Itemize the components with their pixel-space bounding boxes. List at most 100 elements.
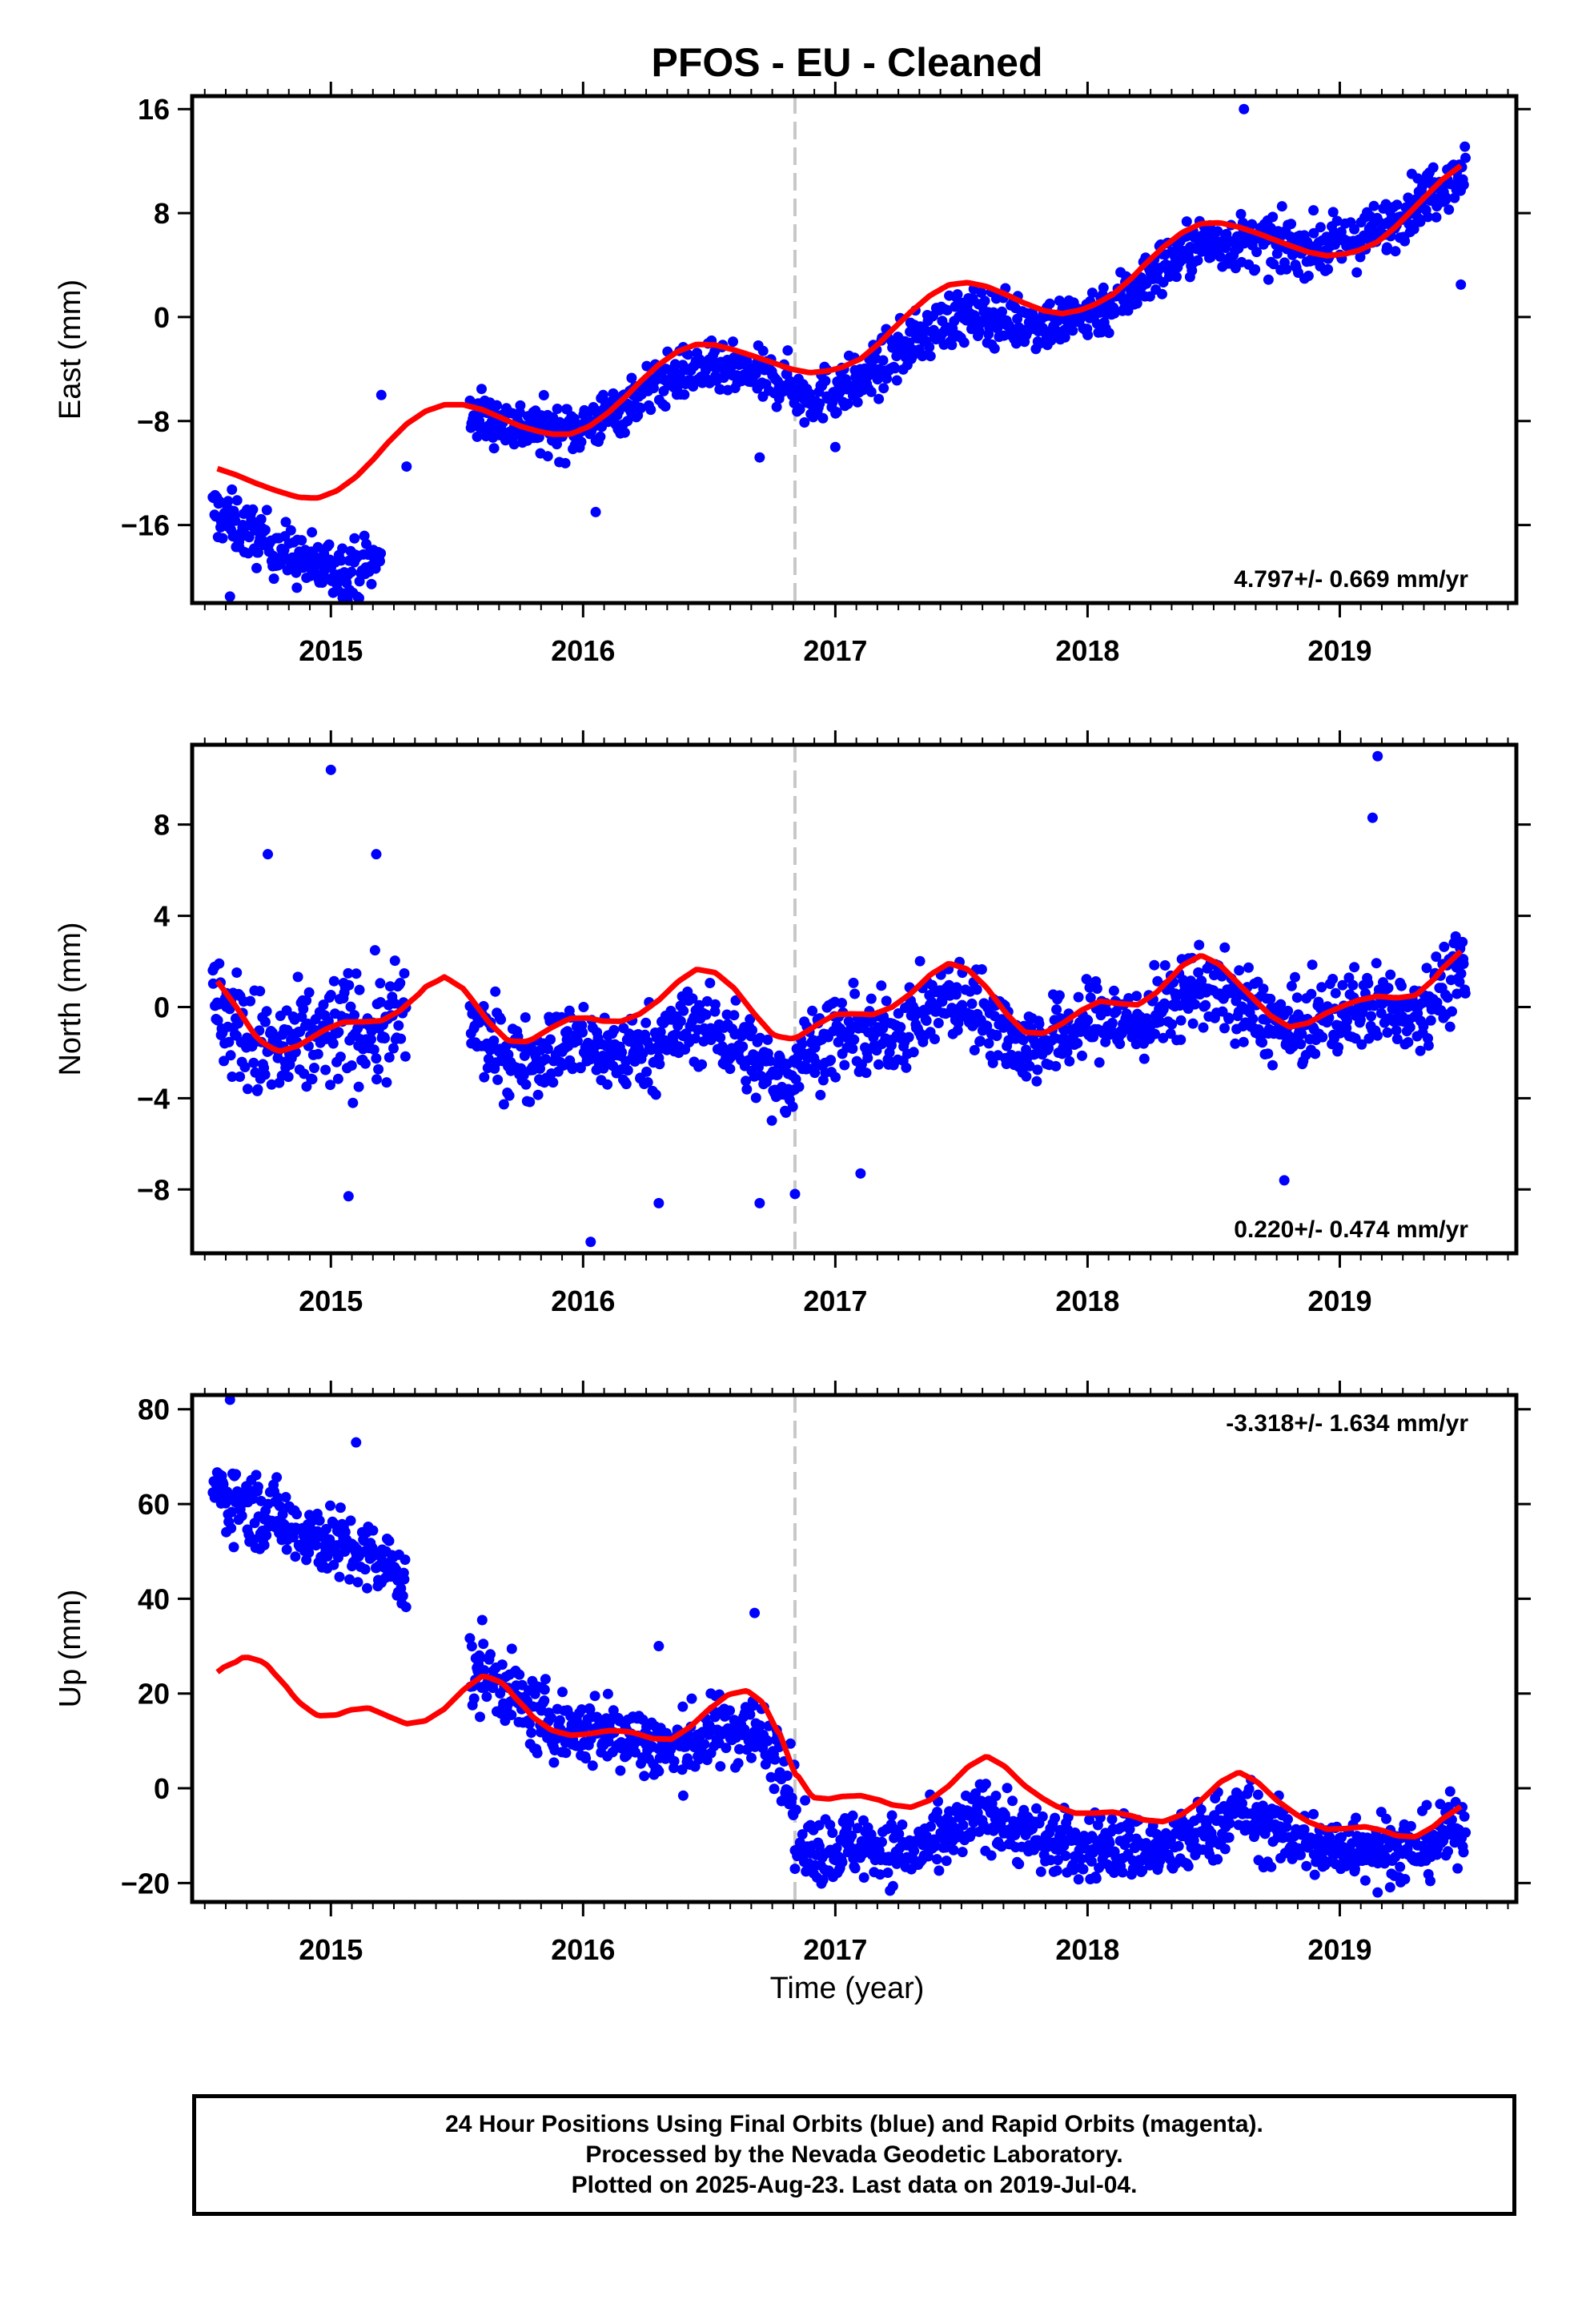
east-data-point [1391,199,1403,211]
up-data-point [874,1869,885,1880]
north-data-point [307,1074,318,1085]
east-x-tick-label: 2016 [551,634,615,667]
north-data-point [987,1057,998,1068]
east-data-point [1286,219,1297,230]
east-data-point [741,356,753,367]
up-data-point [1345,1846,1356,1857]
east-data-point [878,383,889,394]
north-data-point [384,981,396,992]
up-data-point [1173,1840,1184,1852]
up-data-point [831,1843,842,1854]
east-data-point [354,593,364,603]
up-data-point [1000,1811,1011,1823]
up-data-point [765,1771,777,1783]
east-data-point [1171,271,1182,283]
east-data-point [952,289,963,300]
up-data-point [725,1705,735,1716]
east-data-point [645,404,656,416]
north-data-point [504,1090,515,1101]
east-data-point [799,417,810,428]
north-data-point [1454,976,1465,987]
up-data-point [769,1754,781,1765]
north-data-point [1175,1015,1186,1026]
up-data-point [877,1836,887,1848]
up-data-point [524,1719,535,1730]
east-data-point [280,517,291,528]
north-panel: 2015 2016 2017 2018 2019 8 4 0 −4 −8 North (mm) 0.2… [54,730,1531,1317]
north-data-point [545,1034,556,1045]
north-data-point [1154,1016,1166,1027]
north-data-point [971,984,982,995]
north-data-point [1415,1045,1426,1056]
north-data-point [366,1034,376,1045]
north-data-point [1064,1055,1075,1067]
up-data-point [769,1783,780,1795]
north-data-point [866,1015,877,1026]
north-data-point [353,1081,364,1092]
north-y-tick-label: 0 [154,991,170,1023]
north-data-point [921,1015,932,1026]
up-outlier-point [351,1437,362,1448]
up-data-point [639,1771,650,1782]
up-data-point [1223,1832,1235,1843]
up-data-point [399,1574,410,1585]
up-x-tick-label: 2016 [551,1933,615,1966]
north-data-point [1456,968,1467,979]
north-data-point [1106,1017,1118,1028]
north-data-point [1018,1035,1029,1046]
north-data-point [1021,1071,1032,1082]
east-data-point [323,539,335,550]
east-data-point [492,400,502,411]
north-data-point [373,1063,384,1075]
north-data-point [233,1018,244,1029]
up-x-tick-label: 2017 [803,1933,867,1966]
north-data-point [991,1031,1002,1041]
north-data-point [1447,1006,1457,1017]
east-data-point [259,525,271,536]
east-data-point [1263,274,1274,285]
north-outlier-point [325,764,336,775]
east-data-point [247,504,259,515]
north-plot-area [207,745,1471,1253]
up-data-point [481,1691,492,1703]
north-data-point [624,1036,635,1047]
east-data-point [1268,259,1279,270]
east-data-point [820,376,831,387]
east-data-point [1181,216,1192,227]
north-x-tick-label: 2015 [299,1285,363,1317]
up-data-point [755,1720,765,1731]
east-frame [190,94,1519,605]
north-data-point [1375,1007,1387,1019]
east-data-point [261,505,272,516]
north-data-point [1159,960,1170,971]
north-data-point [701,1009,712,1020]
north-data-point [873,1059,884,1070]
north-data-point [395,978,406,988]
up-data-point [602,1688,613,1699]
up-data-point [1350,1864,1360,1875]
up-outlier-point [224,1395,235,1405]
up-data-point [746,1752,757,1763]
up-data-point [849,1863,861,1874]
north-data-point [1306,988,1317,999]
north-data-point [1158,998,1170,1009]
east-data-point [1276,201,1287,212]
north-data-point [766,1115,777,1126]
north-data-point [750,1092,761,1104]
up-outlier-point [749,1607,761,1618]
up-data-point [887,1880,898,1892]
north-data-point [1130,1039,1142,1050]
up-data-point [986,1850,997,1861]
east-data-point [307,527,318,538]
north-data-point [865,993,877,1004]
up-data-point [1070,1827,1081,1838]
north-data-point [548,1077,559,1088]
north-data-point [1372,1030,1383,1041]
up-data-point [653,1766,665,1777]
north-data-point [793,1081,805,1092]
north-data-point [1291,992,1303,1003]
up-data-point [958,1819,969,1831]
east-data-point [817,412,829,424]
north-data-point [1316,982,1327,993]
up-data-point [745,1709,756,1720]
